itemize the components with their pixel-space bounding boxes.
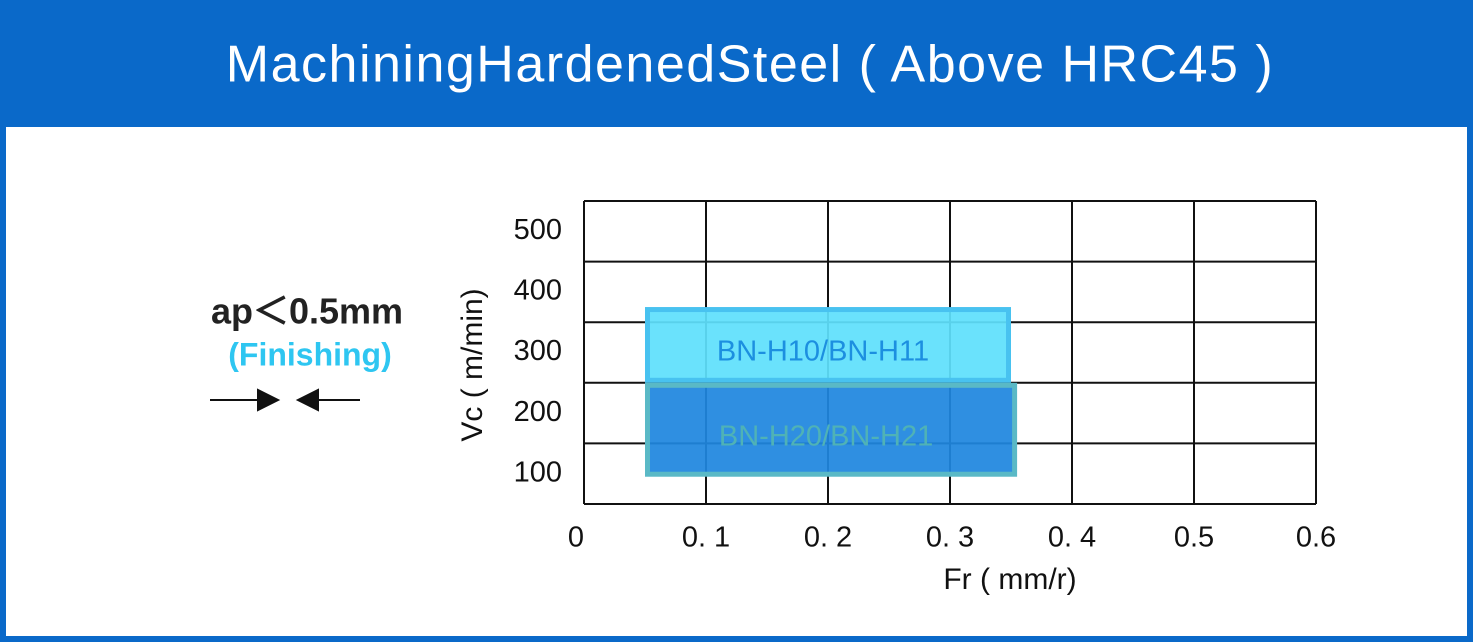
x-tick-label: 0.6 [1296, 522, 1336, 554]
mode-note: (Finishing) [228, 336, 392, 372]
y-tick-label: 200 [514, 396, 562, 428]
x-tick-label: 0.5 [1174, 522, 1214, 554]
y-axis-label: Vc ( m/min) [456, 288, 489, 441]
depth-arrows [210, 388, 360, 412]
x-tick-label: 0. 4 [1048, 522, 1096, 554]
x-tick-label: 0. 1 [682, 522, 730, 554]
range-box [645, 307, 1011, 383]
y-tick-label: 500 [514, 214, 562, 246]
title: MachiningHardenedSteel ( Above HRC45 ) [226, 36, 1274, 94]
x-tick-label: 0. 2 [804, 522, 852, 554]
range-label: BN-H10/BN-H11 [717, 336, 929, 368]
x-tick-label: 0 [568, 522, 584, 554]
range-box [645, 382, 1018, 477]
x-tick-label: 0. 3 [926, 522, 974, 554]
y-tick-label: 100 [514, 456, 562, 488]
range-label: BN-H20/BN-H21 [719, 420, 933, 452]
depth-note: ap＜0.5mm [211, 291, 403, 332]
y-tick-label: 400 [514, 275, 562, 307]
x-axis-label: Fr ( mm/r) [943, 563, 1076, 596]
y-tick-label: 300 [514, 335, 562, 367]
